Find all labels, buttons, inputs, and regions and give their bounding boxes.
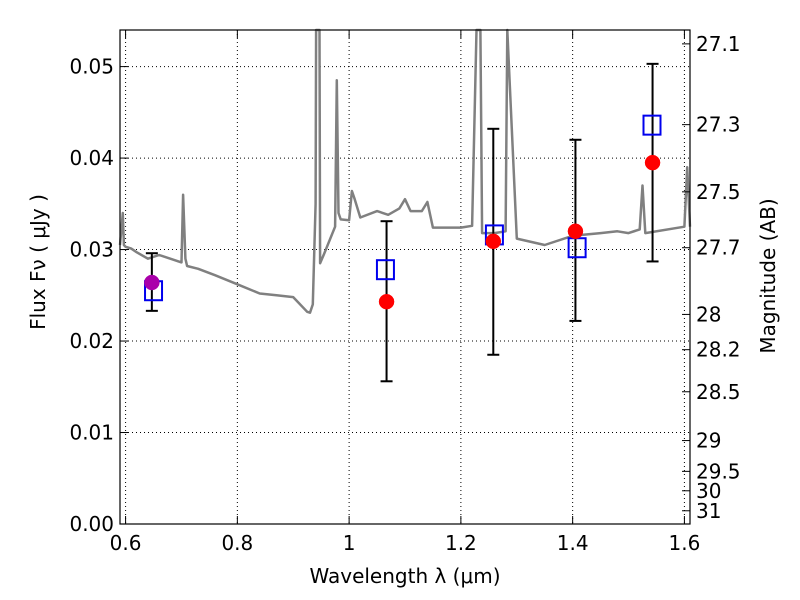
magnitude-tick-label: 27.5 — [696, 180, 741, 204]
spectrum-layer — [118, 28, 692, 314]
y-tick-label: 0.01 — [69, 421, 114, 445]
magnitude-tick-label: 28.2 — [696, 338, 741, 362]
y-tick-label: 0.02 — [69, 329, 114, 353]
magnitude-tick-label: 30 — [696, 479, 721, 503]
magnitude-tick-label: 27.1 — [696, 32, 741, 56]
magnitude-tick-label: 27.7 — [696, 236, 741, 260]
x-tick-label: 1.2 — [445, 531, 477, 555]
observed-photometry-point — [567, 223, 584, 240]
y-tick-label: 0.00 — [69, 512, 114, 536]
x-axis-title: Wavelength λ (μm) — [309, 564, 500, 588]
y-tick-label: 0.05 — [69, 55, 114, 79]
magnitude-axis-title: Magnitude (AB) — [756, 198, 780, 353]
tick-layer — [120, 30, 690, 525]
y-tick-label: 0.04 — [69, 146, 114, 170]
plot-frame — [119, 29, 691, 525]
x-tick-label: 0.8 — [221, 531, 253, 555]
tick-label-layer: 0.6 0.8 1 1.2 1.4 1.6 0.00 0.01 0.02 0.03 0.04 0.05… — [69, 32, 740, 555]
x-tick-label: 1.4 — [557, 531, 589, 555]
model-photometry-square — [375, 259, 395, 281]
observed-photometry-point — [378, 293, 395, 310]
model-photometry-square — [567, 237, 587, 259]
grid — [120, 30, 690, 525]
magnitude-tick-label: 29.5 — [696, 459, 741, 483]
magnitude-tick-label: 29 — [696, 429, 721, 453]
observed-photometry-point — [644, 154, 661, 171]
magnitude-tick-label: 31 — [696, 499, 721, 523]
spectrum-line — [118, 28, 692, 314]
y-tick-label: 0.03 — [69, 238, 114, 262]
y-axis-title: Flux Fν ( μJy ) — [26, 194, 50, 330]
errorbar-layer — [145, 62, 659, 383]
x-tick-label: 1.6 — [669, 531, 701, 555]
magnitude-tick-label: 28.5 — [696, 380, 741, 404]
x-tick-label: 0.6 — [110, 531, 142, 555]
x-tick-label: 1 — [343, 531, 356, 555]
observed-photometry-point — [485, 233, 502, 250]
marker-layer — [144, 114, 662, 310]
magnitude-tick-label: 28 — [696, 302, 721, 326]
model-photometry-square — [642, 114, 662, 136]
magnitude-tick-label: 27.3 — [696, 113, 741, 137]
observed-photometry-point — [144, 274, 160, 291]
